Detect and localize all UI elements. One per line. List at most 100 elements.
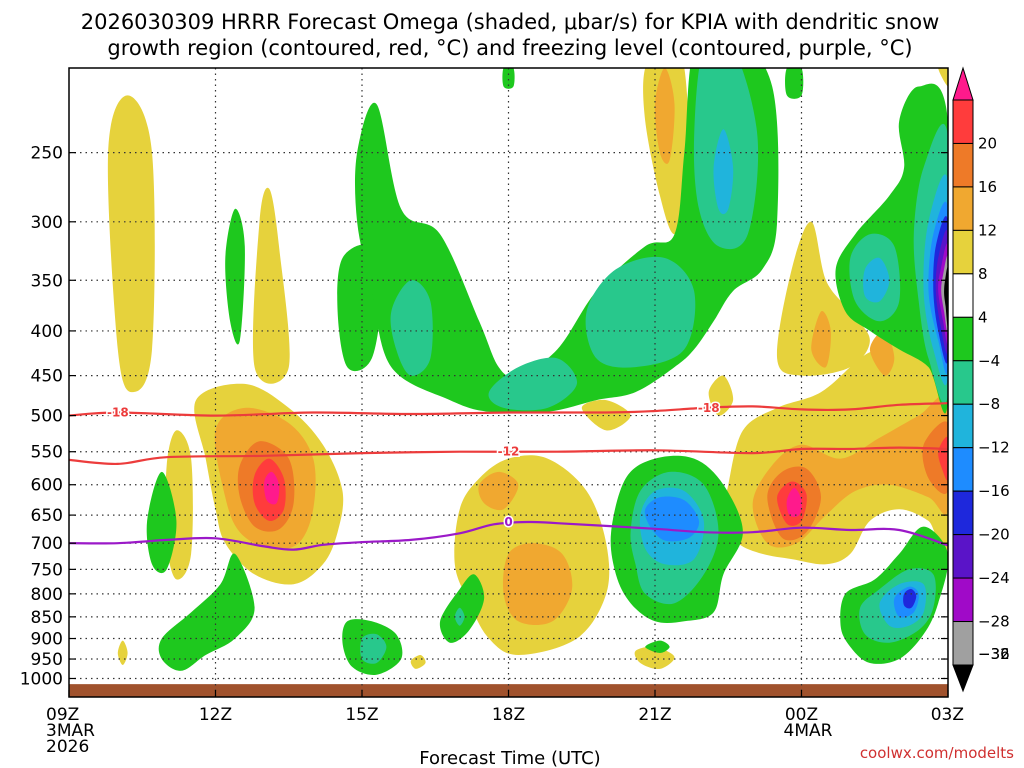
x-tick-label-3-0: 18Z — [492, 705, 525, 725]
y-tick-label-450: 450 — [31, 367, 63, 387]
colorbar-swatch-6 — [952, 316, 974, 362]
y-tick-label-700: 700 — [31, 534, 63, 554]
credit-text: coolwx.com/modelts — [860, 744, 1014, 762]
colorbar-swatch-7 — [952, 360, 974, 405]
x-tick-label-4-0: 21Z — [638, 705, 671, 725]
colorbar-label-13: −36 — [978, 645, 1010, 663]
colorbar-label-5: −4 — [978, 352, 1000, 370]
omega-shading-layer — [107, 68, 948, 675]
colorbar-label-9: −20 — [978, 526, 1010, 544]
y-tick-label-650: 650 — [31, 506, 63, 526]
colorbar: 20 16 12 8 4 −4 −8 −12 −16 −20 −24 −28 −32−36 — [952, 66, 1010, 693]
y-axis: 2503003504004505005506006507007508008509… — [20, 144, 948, 689]
omega-region-16 — [654, 68, 675, 164]
contour-line--18 — [69, 402, 948, 417]
colorbar-label-3: 8 — [978, 265, 988, 283]
colorbar-swatch-2 — [952, 142, 974, 188]
y-tick-label-500: 500 — [31, 407, 63, 427]
colorbar-bottom-arrow — [952, 664, 974, 693]
colorbar-swatch-5 — [952, 273, 974, 318]
y-tick-label-350: 350 — [31, 271, 63, 291]
colorbar-label-8: −16 — [978, 482, 1010, 500]
x-axis-title: Forecast Time (UTC) — [419, 748, 600, 768]
omega-region-34 — [360, 633, 387, 664]
omega-region-2 — [252, 187, 290, 384]
omega-region-29 — [146, 471, 177, 574]
omega-region-65 — [502, 68, 515, 89]
omega-region-30 — [225, 208, 245, 345]
chart-title-line-2: growth region (contoured, red, °C) and f… — [107, 36, 912, 60]
colorbar-swatch-8 — [952, 403, 974, 449]
contour-label-layer: -18 -18 -12 0 — [105, 399, 721, 530]
omega-region-24 — [922, 421, 948, 494]
omega-region-42 — [713, 129, 734, 215]
x-tick-label-0-1: 3MAR — [46, 721, 95, 741]
y-tick-label-1000: 1000 — [20, 669, 63, 689]
omega-region-20 — [811, 311, 831, 368]
contour-label--18-0: -18 — [107, 406, 129, 420]
omega-region-17 — [708, 375, 734, 416]
x-tick-label-5-1: 4MAR — [784, 721, 833, 741]
colorbar-swatch-13 — [952, 621, 974, 666]
gridlines — [69, 68, 948, 697]
y-tick-label-800: 800 — [31, 585, 63, 605]
contour-label-0-0: 0 — [504, 515, 512, 529]
colorbar-swatch-11 — [952, 534, 974, 579]
y-tick-label-750: 750 — [31, 560, 63, 580]
omega-region-64 — [944, 267, 948, 328]
x-tick-label-1-0: 12Z — [199, 705, 232, 725]
x-tick-label-2-0: 15Z — [345, 705, 378, 725]
colorbar-swatch-3 — [952, 186, 974, 231]
omega-region-35 — [439, 574, 485, 643]
omega-region-40 — [585, 256, 696, 368]
colorbar-label-6: −8 — [978, 395, 1000, 413]
colorbar-label-12: −32 — [978, 645, 1010, 663]
contour-label--12-0: -12 — [498, 445, 520, 459]
colorbar-swatch-10 — [952, 490, 974, 536]
omega-region-28 — [938, 68, 948, 87]
contour-line--12 — [69, 446, 948, 466]
y-tick-label-900: 900 — [31, 630, 63, 650]
x-tick-label-6-0: 03Z — [931, 705, 964, 725]
colorbar-swatch-1 — [952, 99, 974, 144]
colorbar-top-arrow — [952, 66, 974, 101]
y-tick-label-400: 400 — [31, 322, 63, 342]
omega-region-32 — [158, 553, 255, 671]
omega-region-0 — [107, 95, 155, 393]
y-tick-label-600: 600 — [31, 476, 63, 496]
omega-region-38 — [390, 280, 433, 376]
contour-layer — [69, 402, 948, 551]
omega-region-27 — [786, 487, 802, 517]
x-tick-label-0-0: 09Z — [46, 705, 79, 725]
chart-title-line-1: 2026030309 HRRR Forecast Omega (shaded, … — [81, 10, 940, 34]
x-tick-label-5-0: 00Z — [785, 705, 818, 725]
y-tick-label-950: 950 — [31, 650, 63, 670]
colorbar-swatch-9 — [952, 447, 974, 492]
colorbar-label-2: 12 — [978, 221, 997, 239]
colorbar-label-7: −12 — [978, 439, 1010, 457]
omega-region-56 — [863, 257, 890, 303]
contour-label--18-1: -18 — [698, 401, 720, 415]
y-tick-label-550: 550 — [31, 443, 63, 463]
omega-region-10 — [503, 543, 573, 626]
colorbar-label-4: 4 — [978, 308, 988, 326]
colorbar-label-1: 16 — [978, 178, 997, 196]
omega-region-48 — [645, 640, 670, 653]
y-tick-label-250: 250 — [31, 144, 63, 164]
y-tick-label-300: 300 — [31, 213, 63, 233]
y-tick-label-850: 850 — [31, 608, 63, 628]
colorbar-swatch-4 — [952, 229, 974, 275]
omega-region-6 — [264, 471, 280, 505]
colorbar-label-10: −24 — [978, 569, 1010, 587]
omega-region-39 — [488, 357, 578, 411]
omega-region-43 — [785, 68, 804, 99]
contour-line-0 — [69, 520, 948, 551]
colorbar-label-0: 20 — [978, 134, 997, 152]
colorbar-swatch-12 — [952, 577, 974, 623]
omega-region-12 — [581, 399, 631, 431]
colorbar-label-11: −28 — [978, 613, 1010, 631]
x-tick-label-0-2: 2026 — [46, 737, 89, 757]
omega-region-19 — [776, 221, 870, 376]
